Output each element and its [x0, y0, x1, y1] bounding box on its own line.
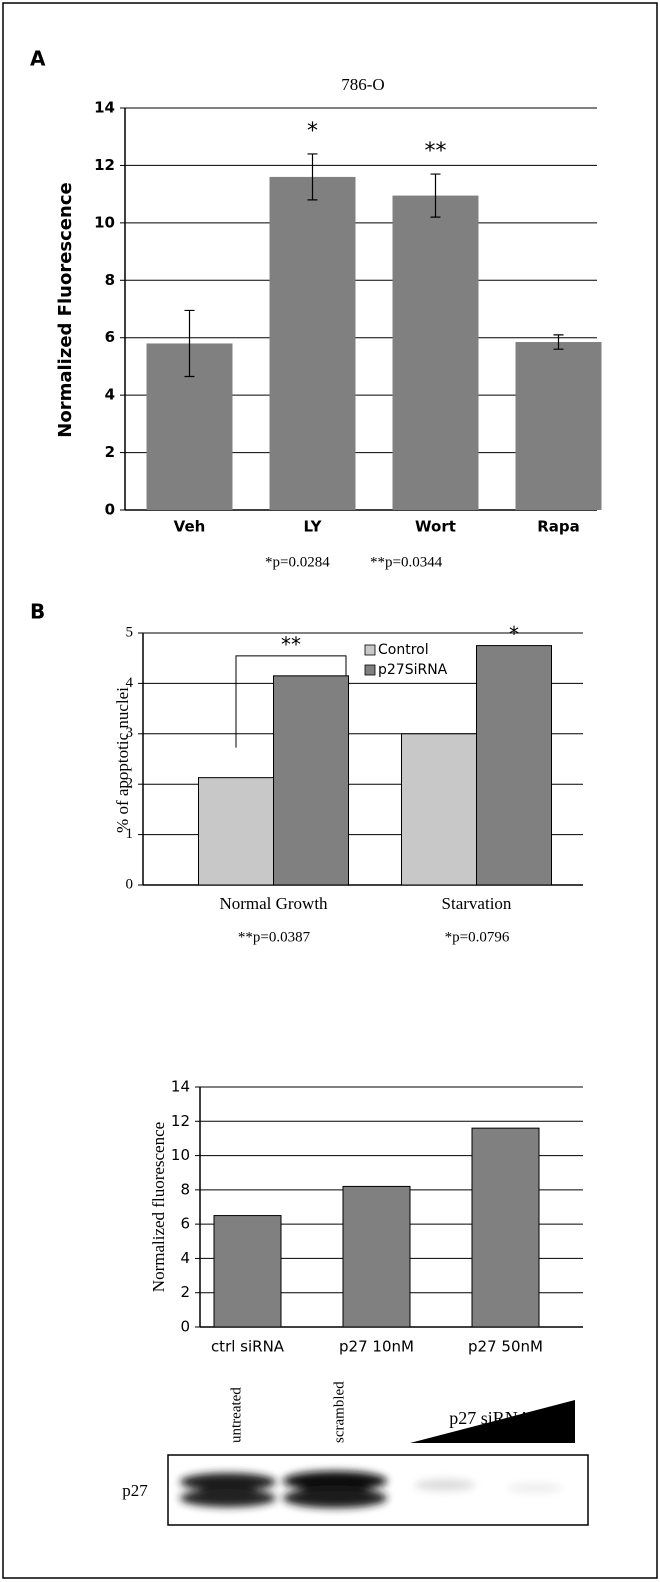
- x-tick-label: Rapa: [537, 518, 580, 536]
- note: *p=0.0796: [445, 929, 510, 945]
- note: *p=0.0284: [265, 554, 330, 570]
- y-tick-label: 12: [171, 1112, 190, 1130]
- y-tick-label: 2: [180, 1283, 190, 1301]
- panel-label: B: [30, 600, 45, 624]
- lane-label: scrambled: [331, 1381, 347, 1443]
- y-tick-label: 0: [126, 876, 134, 892]
- y-tick-label: 8: [105, 271, 115, 289]
- bar: [214, 1216, 281, 1327]
- x-tick-label: ctrl siRNA: [211, 1338, 285, 1356]
- y-tick-label: 2: [105, 443, 115, 461]
- y-tick-label: 14: [171, 1078, 190, 1096]
- y-axis-label: Normalized fluorescence: [149, 1122, 168, 1292]
- annotation: *: [509, 622, 519, 646]
- x-tick-label: Veh: [174, 518, 206, 536]
- x-tick-label: Wort: [415, 518, 456, 536]
- y-tick-label: 0: [105, 501, 115, 519]
- y-tick-label: 14: [94, 99, 115, 117]
- annotation: **: [281, 632, 301, 656]
- y-tick-label: 2: [126, 776, 134, 792]
- y-axis-label: % of apoptotic nuclei: [113, 687, 132, 833]
- legend-label: Control: [378, 642, 429, 658]
- legend-label: p27SiRNA: [378, 662, 448, 678]
- x-tick-label: p27 10nM: [339, 1338, 414, 1356]
- bar: [270, 177, 356, 510]
- lane-label: untreated: [228, 1387, 244, 1443]
- y-tick-label: 1: [126, 826, 134, 842]
- page: A B 786-O Normalized Fluorescence % of a…: [0, 0, 660, 1582]
- legend-swatch: [365, 665, 375, 675]
- bar: [199, 778, 274, 885]
- annotation: **: [425, 139, 447, 164]
- y-tick-label: 10: [94, 213, 115, 231]
- x-tick-label: Starvation: [442, 894, 512, 913]
- y-tick-label: 4: [126, 675, 134, 691]
- row-label: p27: [122, 1481, 148, 1500]
- y-axis-label: Normalized Fluorescence: [55, 182, 76, 437]
- y-tick-label: 12: [94, 156, 115, 174]
- chart-title: 786-O: [341, 75, 384, 94]
- bar: [472, 1128, 539, 1327]
- bar: [393, 196, 479, 510]
- panel-label: A: [30, 47, 46, 71]
- x-tick-label: LY: [303, 518, 322, 536]
- y-tick-label: 4: [180, 1249, 190, 1267]
- bar: [402, 734, 477, 885]
- x-tick-label: Normal Growth: [219, 894, 328, 913]
- bar: [477, 646, 552, 885]
- y-tick-label: 4: [105, 386, 115, 404]
- gradient-triangle: [410, 1400, 575, 1443]
- y-tick-label: 8: [180, 1180, 190, 1198]
- y-tick-label: 3: [126, 725, 134, 741]
- y-tick-label: 10: [171, 1146, 190, 1164]
- bar: [516, 342, 602, 510]
- annotation: *: [307, 119, 318, 144]
- bar: [274, 676, 349, 885]
- bar: [343, 1186, 410, 1327]
- y-tick-label: 6: [180, 1215, 190, 1233]
- legend-swatch: [365, 645, 375, 655]
- y-tick-label: 0: [180, 1318, 190, 1336]
- y-tick-label: 5: [126, 624, 134, 640]
- x-tick-label: p27 50nM: [468, 1338, 543, 1356]
- note: **p=0.0387: [238, 929, 311, 945]
- figure: A B 786-O Normalized Fluorescence % of a…: [0, 0, 660, 1582]
- note: **p=0.0344: [370, 554, 443, 570]
- y-tick-label: 6: [105, 328, 115, 346]
